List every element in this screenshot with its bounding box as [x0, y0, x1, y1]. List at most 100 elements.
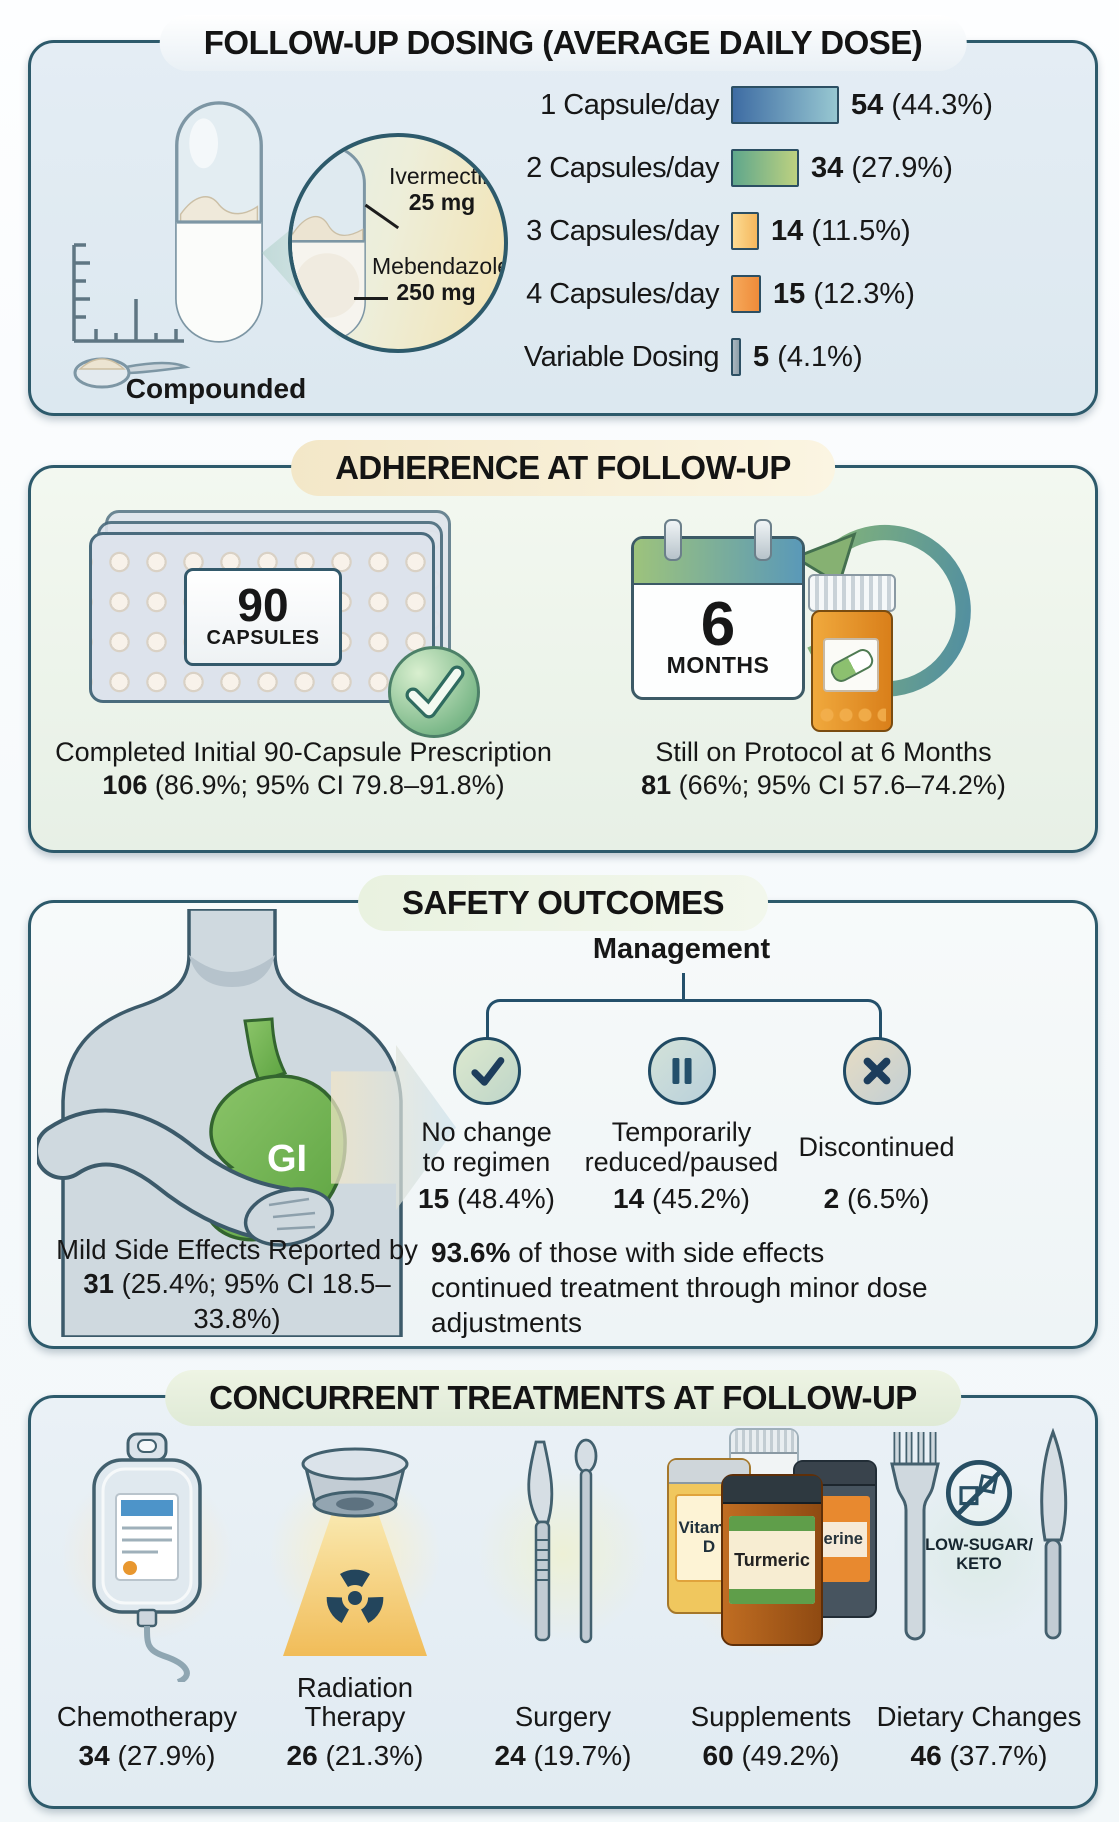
treatment-supplements: Vitamin D rberine Turmeric	[667, 1428, 877, 1798]
side-effects-caption: Mild Side Effects Reported by 31 (25.4%;…	[47, 1233, 427, 1336]
treatment-surgery: Surgery 24 (19.7%)	[459, 1428, 667, 1798]
dose-category-label: 4 Capsules/day	[526, 277, 719, 310]
panel-safety-outcomes: SAFETY OUTCOMES GI Management	[28, 875, 1098, 1349]
bottle-body	[811, 610, 893, 732]
check-icon	[452, 1037, 521, 1105]
gi-body-illustration: GI	[37, 909, 417, 1337]
dose-row: Variable Dosing 5 (4.1%)	[494, 335, 1089, 379]
treatment-name: Dietary Changes	[876, 1701, 1082, 1733]
dose-category-label: Variable Dosing	[523, 340, 720, 373]
turmeric-label: Turmeric	[734, 1549, 810, 1570]
dose-category-label: 1 Capsule/day	[540, 88, 719, 121]
treatments-row: Chemotherapy 34 (27.9%)	[43, 1428, 1083, 1798]
six-month-illustration: 6 MONTHS	[586, 506, 1076, 732]
continued-treatment-caption: 93.6% of those with side effects continu…	[431, 1237, 928, 1338]
outcome-value: 15 (48.4%)	[418, 1183, 555, 1214]
outcome-label: Temporarily reduced/paused	[584, 1117, 779, 1177]
dose-value: 34 (27.9%)	[811, 151, 953, 184]
outcome-label: No change to regimen	[421, 1117, 552, 1177]
calendar-header	[634, 539, 802, 585]
treatment-value: 34 (27.9%)	[78, 1740, 216, 1771]
icon-background	[477, 1468, 649, 1640]
scalpel-icons	[459, 1428, 667, 1686]
ingredient1-name: Ivermectin	[388, 163, 496, 189]
capsule-glyph-icon	[827, 645, 877, 686]
dose-bar	[731, 149, 799, 187]
pill-bottle-icon	[808, 574, 896, 732]
dose-row: 2 Capsules/day 34 (27.9%)	[494, 146, 1089, 190]
capsule-magnified-view: Ivermectin 25 mg Mebendazole 250 mg	[288, 133, 508, 353]
treatment-dietary: LOW-SUGAR/ KETO Dietary Changes 46 (37.7…	[875, 1428, 1083, 1798]
measuring-scale-and-spoon-icon	[72, 243, 191, 389]
calendar-icon: 6 MONTHS	[631, 519, 805, 700]
no-sugar-badge: LOW-SUGAR/ KETO	[904, 1456, 1054, 1574]
panel-concurrent-treatments: CONCURRENT TREATMENTS AT FOLLOW-UP	[28, 1370, 1098, 1809]
safety-section-title: SAFETY OUTCOMES	[358, 875, 768, 931]
ingredient1-label: Ivermectin 25 mg	[386, 163, 498, 216]
treatment-chemotherapy: Chemotherapy 34 (27.9%)	[43, 1428, 251, 1798]
capsule-cross-section-icon	[292, 144, 366, 342]
bottle-cap	[808, 574, 896, 612]
adherence-left-caption: Completed Initial 90-Capsule Prescriptio…	[51, 736, 556, 802]
iv-bag-icon	[43, 1428, 251, 1686]
ingredient2-name: Mebendazole	[372, 253, 508, 279]
outcome-label: Discontinued	[798, 1132, 955, 1163]
calendar-ring	[754, 519, 772, 561]
dose-value: 14 (11.5%)	[771, 214, 911, 247]
supplement-bottles-icon: Vitamin D rberine Turmeric	[667, 1428, 877, 1646]
no-sugar-icon	[945, 1459, 1013, 1527]
calendar-ring	[664, 519, 682, 561]
dose-category-label: 2 Capsules/day	[526, 151, 719, 184]
x-icon	[842, 1037, 911, 1105]
management-block: Management No change to regimen 15 (48.4%…	[389, 933, 974, 1214]
dosing-bar-chart: 1 Capsule/day 54 (44.3%) 2 Capsules/day …	[494, 83, 1089, 398]
management-outcome-no-change: No change to regimen 15 (48.4%)	[389, 1037, 584, 1215]
outcome-value: 14 (45.2%)	[613, 1183, 750, 1214]
treatment-value: 26 (21.3%)	[286, 1740, 424, 1771]
treatment-value: 24 (19.7%)	[494, 1740, 632, 1771]
dose-bar	[731, 275, 761, 313]
checkmark-icon	[388, 646, 480, 738]
pause-icon	[647, 1037, 716, 1105]
side-effects-text: Mild Side Effects Reported by	[56, 1234, 418, 1265]
compounded-capsule-illustration: Ivermectin 25 mg Mebendazole 250 mg Comp…	[66, 91, 511, 406]
treatment-name: Supplements	[690, 1701, 852, 1733]
turmeric-bottle-icon: Turmeric	[721, 1474, 823, 1646]
dosing-section-title: FOLLOW-UP DOSING (AVERAGE DAILY DOSE)	[159, 15, 967, 71]
adherence-right-stat: 81 (66%; 95% CI 57.6–74.2%)	[641, 769, 1006, 800]
dietary-icon: LOW-SUGAR/ KETO	[875, 1428, 1083, 1663]
management-title: Management	[592, 933, 771, 965]
treatment-name: Surgery	[514, 1701, 612, 1733]
calendar-unit: MONTHS	[666, 652, 770, 679]
blister-count: 90	[237, 578, 289, 631]
svg-text:GI: GI	[267, 1138, 307, 1180]
ingredient2-label: Mebendazole 250 mg	[372, 253, 508, 306]
adherence-right-caption: Still on Protocol at 6 Months 81 (66%; 9…	[571, 736, 1076, 802]
outcome-value: 2 (6.5%)	[823, 1183, 930, 1214]
dose-category-label: 3 Capsules/day	[526, 214, 719, 247]
calendar-count: 6	[700, 589, 736, 659]
bottle-pills	[818, 706, 886, 726]
capsule-icon	[175, 101, 263, 343]
blister-pack-illustration: 90 CAPSULES	[89, 510, 480, 738]
dose-row: 3 Capsules/day 14 (11.5%)	[494, 209, 1089, 253]
treatment-name: Chemotherapy	[56, 1701, 238, 1733]
management-outcome-discontinued: Discontinued 2 (6.5%)	[779, 1037, 974, 1215]
compounded-caption: Compounded	[125, 373, 307, 404]
treatment-value: 46 (37.7%)	[910, 1740, 1048, 1771]
dose-row: 1 Capsule/day 54 (44.3%)	[494, 83, 1089, 127]
dose-bar	[731, 212, 759, 250]
treatment-value: 60 (49.2%)	[702, 1740, 840, 1771]
ingredient2-dose: 250 mg	[396, 279, 476, 306]
calendar-body: 6 MONTHS	[634, 585, 802, 691]
treatment-radiation: Radiation Therapy 26 (21.3%)	[251, 1428, 459, 1798]
panel-followup-dosing: FOLLOW-UP DOSING (AVERAGE DAILY DOSE)	[28, 15, 1098, 416]
treatment-name: Radiation Therapy	[296, 1671, 414, 1733]
management-bracket	[486, 999, 882, 1040]
adherence-left-text: Completed Initial 90-Capsule Prescriptio…	[55, 737, 552, 767]
panel-adherence: ADHERENCE AT FOLLOW-UP 90 CAPSULES	[28, 440, 1098, 853]
dose-bar	[731, 338, 741, 376]
ingredient1-dose: 25 mg	[408, 189, 476, 216]
management-outcome-reduced: Temporarily reduced/paused 14 (45.2%)	[584, 1037, 779, 1215]
